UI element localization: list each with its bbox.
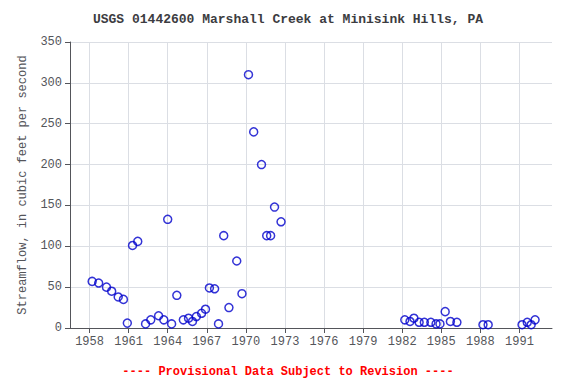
svg-text:150: 150 xyxy=(40,198,62,212)
svg-text:USGS 01442600 Marshall Creek a: USGS 01442600 Marshall Creek at Minisink… xyxy=(93,12,483,27)
svg-text:1991: 1991 xyxy=(505,335,534,349)
svg-text:300: 300 xyxy=(40,76,62,90)
svg-text:250: 250 xyxy=(40,117,62,131)
svg-text:1961: 1961 xyxy=(114,335,143,349)
svg-text:100: 100 xyxy=(40,239,62,253)
svg-text:1976: 1976 xyxy=(310,335,339,349)
svg-text:1973: 1973 xyxy=(271,335,300,349)
svg-text:1970: 1970 xyxy=(231,335,260,349)
svg-text:1964: 1964 xyxy=(153,335,182,349)
svg-text:1982: 1982 xyxy=(388,335,417,349)
svg-text:1958: 1958 xyxy=(75,335,104,349)
svg-text:1967: 1967 xyxy=(192,335,221,349)
svg-text:1988: 1988 xyxy=(466,335,495,349)
svg-text:50: 50 xyxy=(48,280,62,294)
svg-text:350: 350 xyxy=(40,35,62,49)
svg-text:---- Provisional Data Subject: ---- Provisional Data Subject to Revisio… xyxy=(122,365,453,379)
svg-text:1985: 1985 xyxy=(427,335,456,349)
svg-text:Streamflow, in cubic feet per: Streamflow, in cubic feet per second xyxy=(16,55,30,314)
svg-text:1979: 1979 xyxy=(349,335,378,349)
svg-text:0: 0 xyxy=(55,321,62,335)
svg-text:200: 200 xyxy=(40,158,62,172)
